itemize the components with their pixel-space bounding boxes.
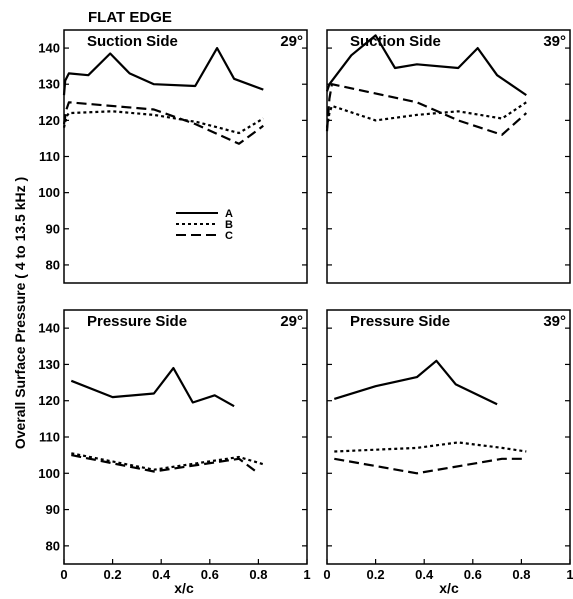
y-tick-label: 110 xyxy=(39,430,60,445)
y-tick-label: 120 xyxy=(38,113,60,128)
x-tick-label: 0.6 xyxy=(464,567,482,582)
plot-frame xyxy=(326,309,571,565)
series-line-a xyxy=(333,359,498,406)
x-axis-title-right: x/c xyxy=(439,580,459,596)
y-tick-label: 90 xyxy=(46,221,60,236)
y-axis-title: Overall Surface Pressure ( 4 to 13.5 kHz… xyxy=(12,177,28,449)
x-tick-label: 0.2 xyxy=(367,567,385,582)
y-tick-label: 100 xyxy=(38,466,60,481)
x-tick-label: 0.4 xyxy=(415,567,434,582)
legend: ABC xyxy=(176,208,233,242)
series-line-a xyxy=(62,46,264,96)
series-line-b xyxy=(325,101,527,128)
legend-label-c: C xyxy=(225,230,233,242)
x-tick-label: 1 xyxy=(303,567,310,582)
y-tick-label: 90 xyxy=(46,502,60,517)
y-tick-label: 80 xyxy=(46,257,60,272)
x-tick-label: 0.4 xyxy=(152,567,171,582)
x-axis-title-left: x/c xyxy=(174,580,194,596)
figure-title: FLAT EDGE xyxy=(88,9,172,26)
series-line-c xyxy=(334,457,527,475)
angle-label: 39° xyxy=(543,313,566,330)
x-tick-label: 1 xyxy=(566,567,573,582)
series-line-a xyxy=(325,34,527,97)
panel-title: Suction Side xyxy=(87,33,178,50)
x-tick-label: 0.2 xyxy=(104,567,122,582)
series-line-b xyxy=(71,452,264,471)
plot-frame xyxy=(63,29,308,284)
x-tick-label: 0.6 xyxy=(201,567,219,582)
panel-2: Suction Side 39° xyxy=(325,29,571,284)
series-line-c xyxy=(325,83,528,136)
panel-title: Pressure Side xyxy=(87,313,187,330)
x-tick-label: 0.8 xyxy=(249,567,267,582)
y-tick-label: 130 xyxy=(38,77,60,92)
panel-title: Suction Side xyxy=(350,33,441,50)
series-line-c xyxy=(62,101,264,145)
angle-label: 39° xyxy=(543,33,566,50)
legend-label-b: B xyxy=(225,219,233,231)
y-tick-label: 100 xyxy=(38,185,60,200)
series-line-a xyxy=(70,367,235,408)
series-line-b xyxy=(62,110,264,135)
y-tick-label: 110 xyxy=(39,149,60,164)
angle-label: 29° xyxy=(280,313,303,330)
angle-label: 29° xyxy=(280,33,303,50)
series-line-c xyxy=(71,454,260,475)
y-tick-label: 140 xyxy=(38,41,60,56)
legend-label-a: A xyxy=(225,208,233,220)
panel-3: 80 90 100 110 120 130 140 0 0.2 0.4 0.6 0.8 1 Pressur… xyxy=(38,309,311,582)
panel-title: Pressure Side xyxy=(350,313,450,330)
y-tick-label: 80 xyxy=(46,538,60,553)
panel-4: 0 0.2 0.4 0.6 0.8 1 Pressure Side 39° xyxy=(323,309,573,582)
series-line-b xyxy=(334,441,527,453)
x-tick-label: 0 xyxy=(323,567,330,582)
x-tick-label: 0 xyxy=(60,567,67,582)
x-tick-label: 0.8 xyxy=(512,567,530,582)
y-tick-label: 120 xyxy=(38,393,60,408)
plot-frame xyxy=(63,309,308,565)
y-tick-label: 140 xyxy=(38,321,60,336)
y-tick-label: 130 xyxy=(38,357,60,372)
panel-1: 80 90 100 110 120 130 140 Suction Side 29° xyxy=(38,29,308,284)
